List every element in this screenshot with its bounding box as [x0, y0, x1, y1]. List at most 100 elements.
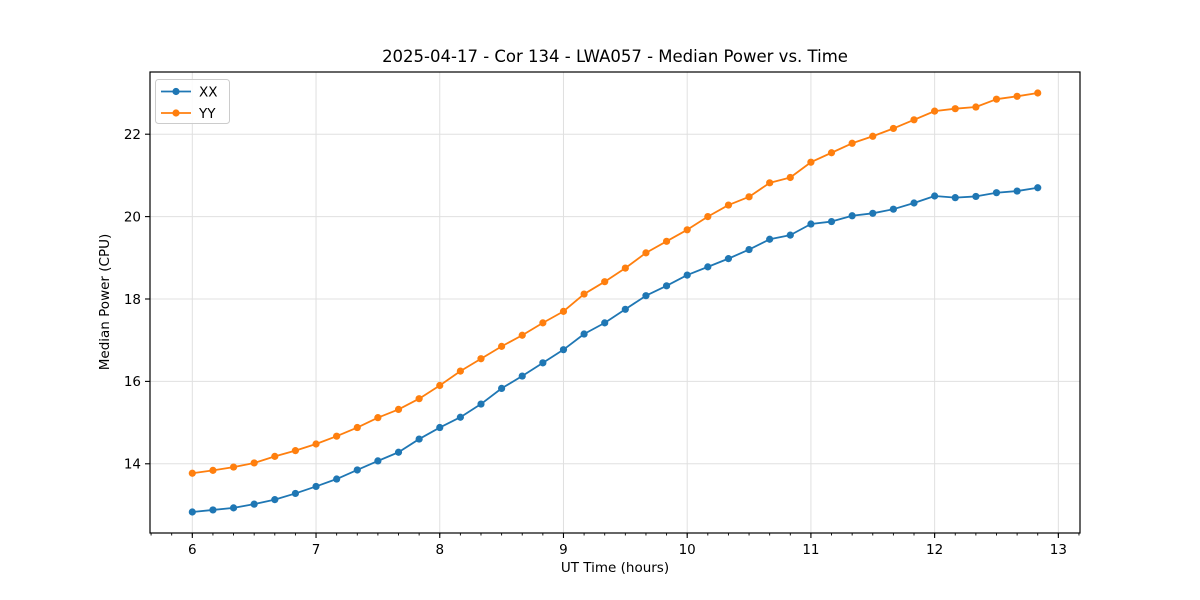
data-point-yy [188, 469, 196, 477]
data-point-yy [992, 95, 1001, 103]
data-point-yy [477, 355, 485, 363]
data-point-xx [456, 413, 464, 421]
data-point-xx [477, 400, 485, 408]
x-tick-label: 8 [435, 542, 444, 558]
y-tick-label: 22 [124, 127, 141, 143]
data-point-yy [807, 158, 815, 166]
data-point-yy [580, 290, 588, 298]
x-tick-label: 9 [559, 542, 568, 558]
data-point-yy [848, 139, 856, 147]
x-tick-label: 10 [679, 542, 696, 558]
grid [150, 72, 1080, 533]
data-point-xx [436, 423, 444, 432]
data-point-yy [1034, 89, 1042, 97]
data-point-xx [374, 457, 382, 465]
data-point-xx [724, 255, 733, 263]
data-point-xx [271, 496, 279, 504]
data-point-yy [1013, 92, 1021, 100]
series-yy [188, 89, 1042, 477]
legend-marker-xx [172, 87, 180, 96]
data-point-yy [910, 116, 918, 124]
y-tick-label: 20 [124, 209, 141, 225]
data-point-xx [559, 346, 568, 354]
data-point-xx [353, 466, 361, 474]
legend-item-xx: XX [161, 84, 218, 100]
data-point-xx [291, 489, 300, 498]
data-point-yy [745, 193, 753, 201]
data-point-yy [972, 103, 980, 111]
data-point-yy [229, 463, 238, 471]
legend: XX YY [155, 79, 230, 124]
x-axis-ticks: 6 7 8 9 10 11 12 13 [188, 533, 1067, 558]
y-axis-label: Median Power (CPU) [97, 233, 113, 371]
data-point-xx [931, 192, 939, 200]
data-point-yy [662, 237, 671, 245]
data-point-xx [889, 205, 897, 213]
data-point-xx [704, 263, 712, 271]
data-point-yy [704, 213, 712, 221]
x-tick-label: 12 [926, 542, 943, 558]
data-point-yy [766, 179, 774, 187]
legend-label: XX [199, 84, 218, 100]
data-point-xx [394, 448, 403, 456]
data-point-xx [745, 245, 753, 254]
data-point-yy [889, 124, 897, 133]
legend-label: YY [198, 106, 216, 122]
x-tick-label: 6 [188, 542, 197, 558]
data-point-yy [456, 367, 464, 375]
data-point-xx [992, 189, 1001, 197]
data-point-yy [271, 452, 279, 460]
legend-marker-yy [172, 109, 180, 117]
data-point-yy [333, 432, 341, 440]
data-point-xx [1013, 187, 1021, 195]
data-point-yy [827, 149, 836, 157]
data-point-xx [498, 384, 506, 392]
data-point-xx [972, 192, 980, 201]
data-point-xx [333, 475, 341, 483]
data-point-xx [1034, 184, 1042, 192]
data-point-yy [353, 423, 361, 432]
legend-item-yy: YY [161, 106, 216, 122]
data-point-yy [312, 440, 320, 448]
x-tick-label: 11 [802, 542, 819, 558]
data-point-xx [951, 194, 959, 202]
x-tick-label: 13 [1050, 542, 1067, 558]
data-point-yy [415, 395, 423, 403]
data-point-xx [580, 330, 588, 338]
data-point-yy [498, 342, 506, 350]
data-point-xx [518, 372, 526, 380]
data-point-xx [786, 231, 794, 239]
data-point-yy [539, 319, 547, 327]
data-point-xx [642, 292, 650, 300]
data-point-xx [869, 209, 877, 217]
data-point-yy [518, 331, 526, 339]
data-point-xx [229, 504, 238, 512]
x-axis-label: UT Time (hours) [560, 560, 670, 576]
series-xx [188, 184, 1042, 516]
data-point-xx [250, 500, 258, 508]
y-axis-ticks: 14 16 18 20 22 [124, 127, 150, 473]
x-tick-label: 7 [312, 542, 321, 558]
data-point-yy [621, 264, 629, 272]
y-tick-label: 14 [124, 457, 141, 473]
y-tick-label: 18 [124, 292, 141, 308]
data-point-xx [415, 435, 423, 443]
data-point-xx [766, 235, 774, 243]
data-point-xx [539, 359, 547, 367]
data-point-yy [601, 278, 609, 286]
data-point-yy [642, 249, 650, 257]
data-point-yy [436, 381, 444, 390]
data-point-xx [807, 220, 815, 228]
data-point-yy [374, 414, 382, 422]
data-point-yy [394, 405, 403, 414]
data-point-yy [291, 447, 300, 455]
data-point-xx [662, 282, 671, 290]
plot-spines [149, 71, 1081, 534]
legend-frame [155, 79, 230, 124]
data-point-xx [683, 271, 691, 279]
chart-title: 2025-04-17 - Cor 134 - LWA057 - Median P… [382, 47, 848, 66]
data-point-xx [209, 506, 217, 514]
data-point-yy [724, 201, 733, 209]
